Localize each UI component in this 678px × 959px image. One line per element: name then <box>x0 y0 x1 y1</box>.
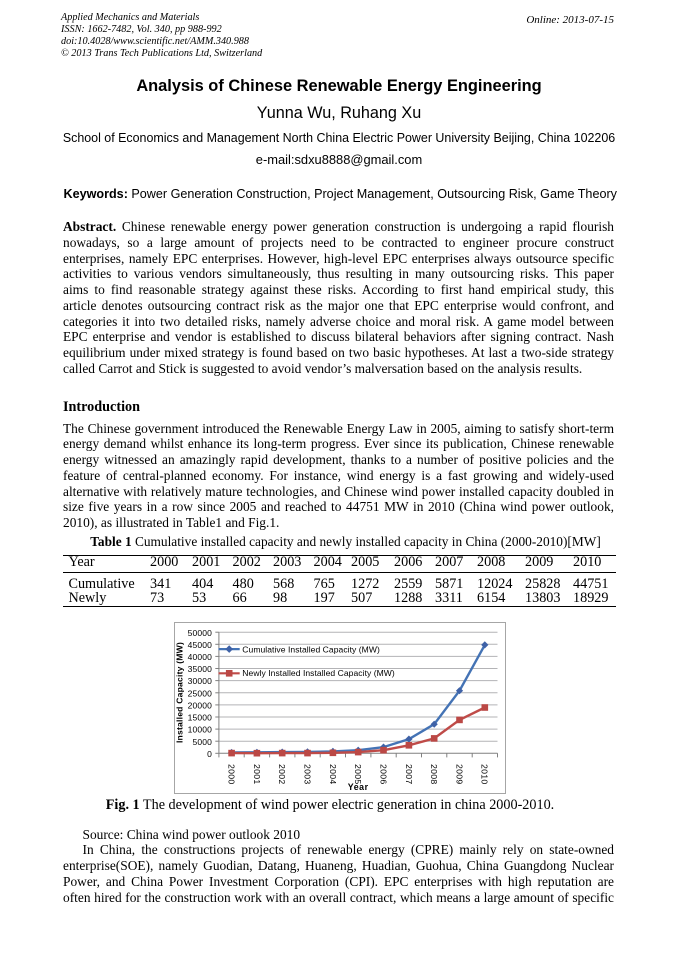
svg-text:2001: 2001 <box>252 764 262 785</box>
svg-text:2003: 2003 <box>302 764 312 785</box>
svg-text:40000: 40000 <box>188 652 213 662</box>
svg-text:5000: 5000 <box>192 737 212 747</box>
svg-text:45000: 45000 <box>188 640 213 650</box>
svg-text:Year: Year <box>348 782 369 792</box>
svg-text:0: 0 <box>207 749 212 759</box>
svg-text:2010: 2010 <box>480 764 490 785</box>
svg-text:35000: 35000 <box>188 664 213 674</box>
svg-text:50000: 50000 <box>188 628 213 638</box>
svg-text:25000: 25000 <box>188 688 213 698</box>
svg-text:Installed Capacity (MW): Installed Capacity (MW) <box>175 642 185 743</box>
svg-text:Cumulative Installed Capacity: Cumulative Installed Capacity (MW) <box>242 644 380 654</box>
svg-text:15000: 15000 <box>188 713 213 723</box>
svg-text:2006: 2006 <box>378 764 388 785</box>
svg-text:2000: 2000 <box>227 764 237 785</box>
svg-text:2005: 2005 <box>353 764 363 785</box>
svg-text:2004: 2004 <box>328 764 338 785</box>
svg-text:20000: 20000 <box>188 701 213 711</box>
svg-text:Newly Installed Installed Capa: Newly Installed Installed Capacity (MW) <box>242 668 395 678</box>
svg-text:2002: 2002 <box>277 764 287 785</box>
svg-text:10000: 10000 <box>188 725 213 735</box>
svg-text:2007: 2007 <box>404 764 414 785</box>
svg-text:2008: 2008 <box>429 764 439 785</box>
svg-text:30000: 30000 <box>188 676 213 686</box>
svg-text:2009: 2009 <box>454 764 464 785</box>
